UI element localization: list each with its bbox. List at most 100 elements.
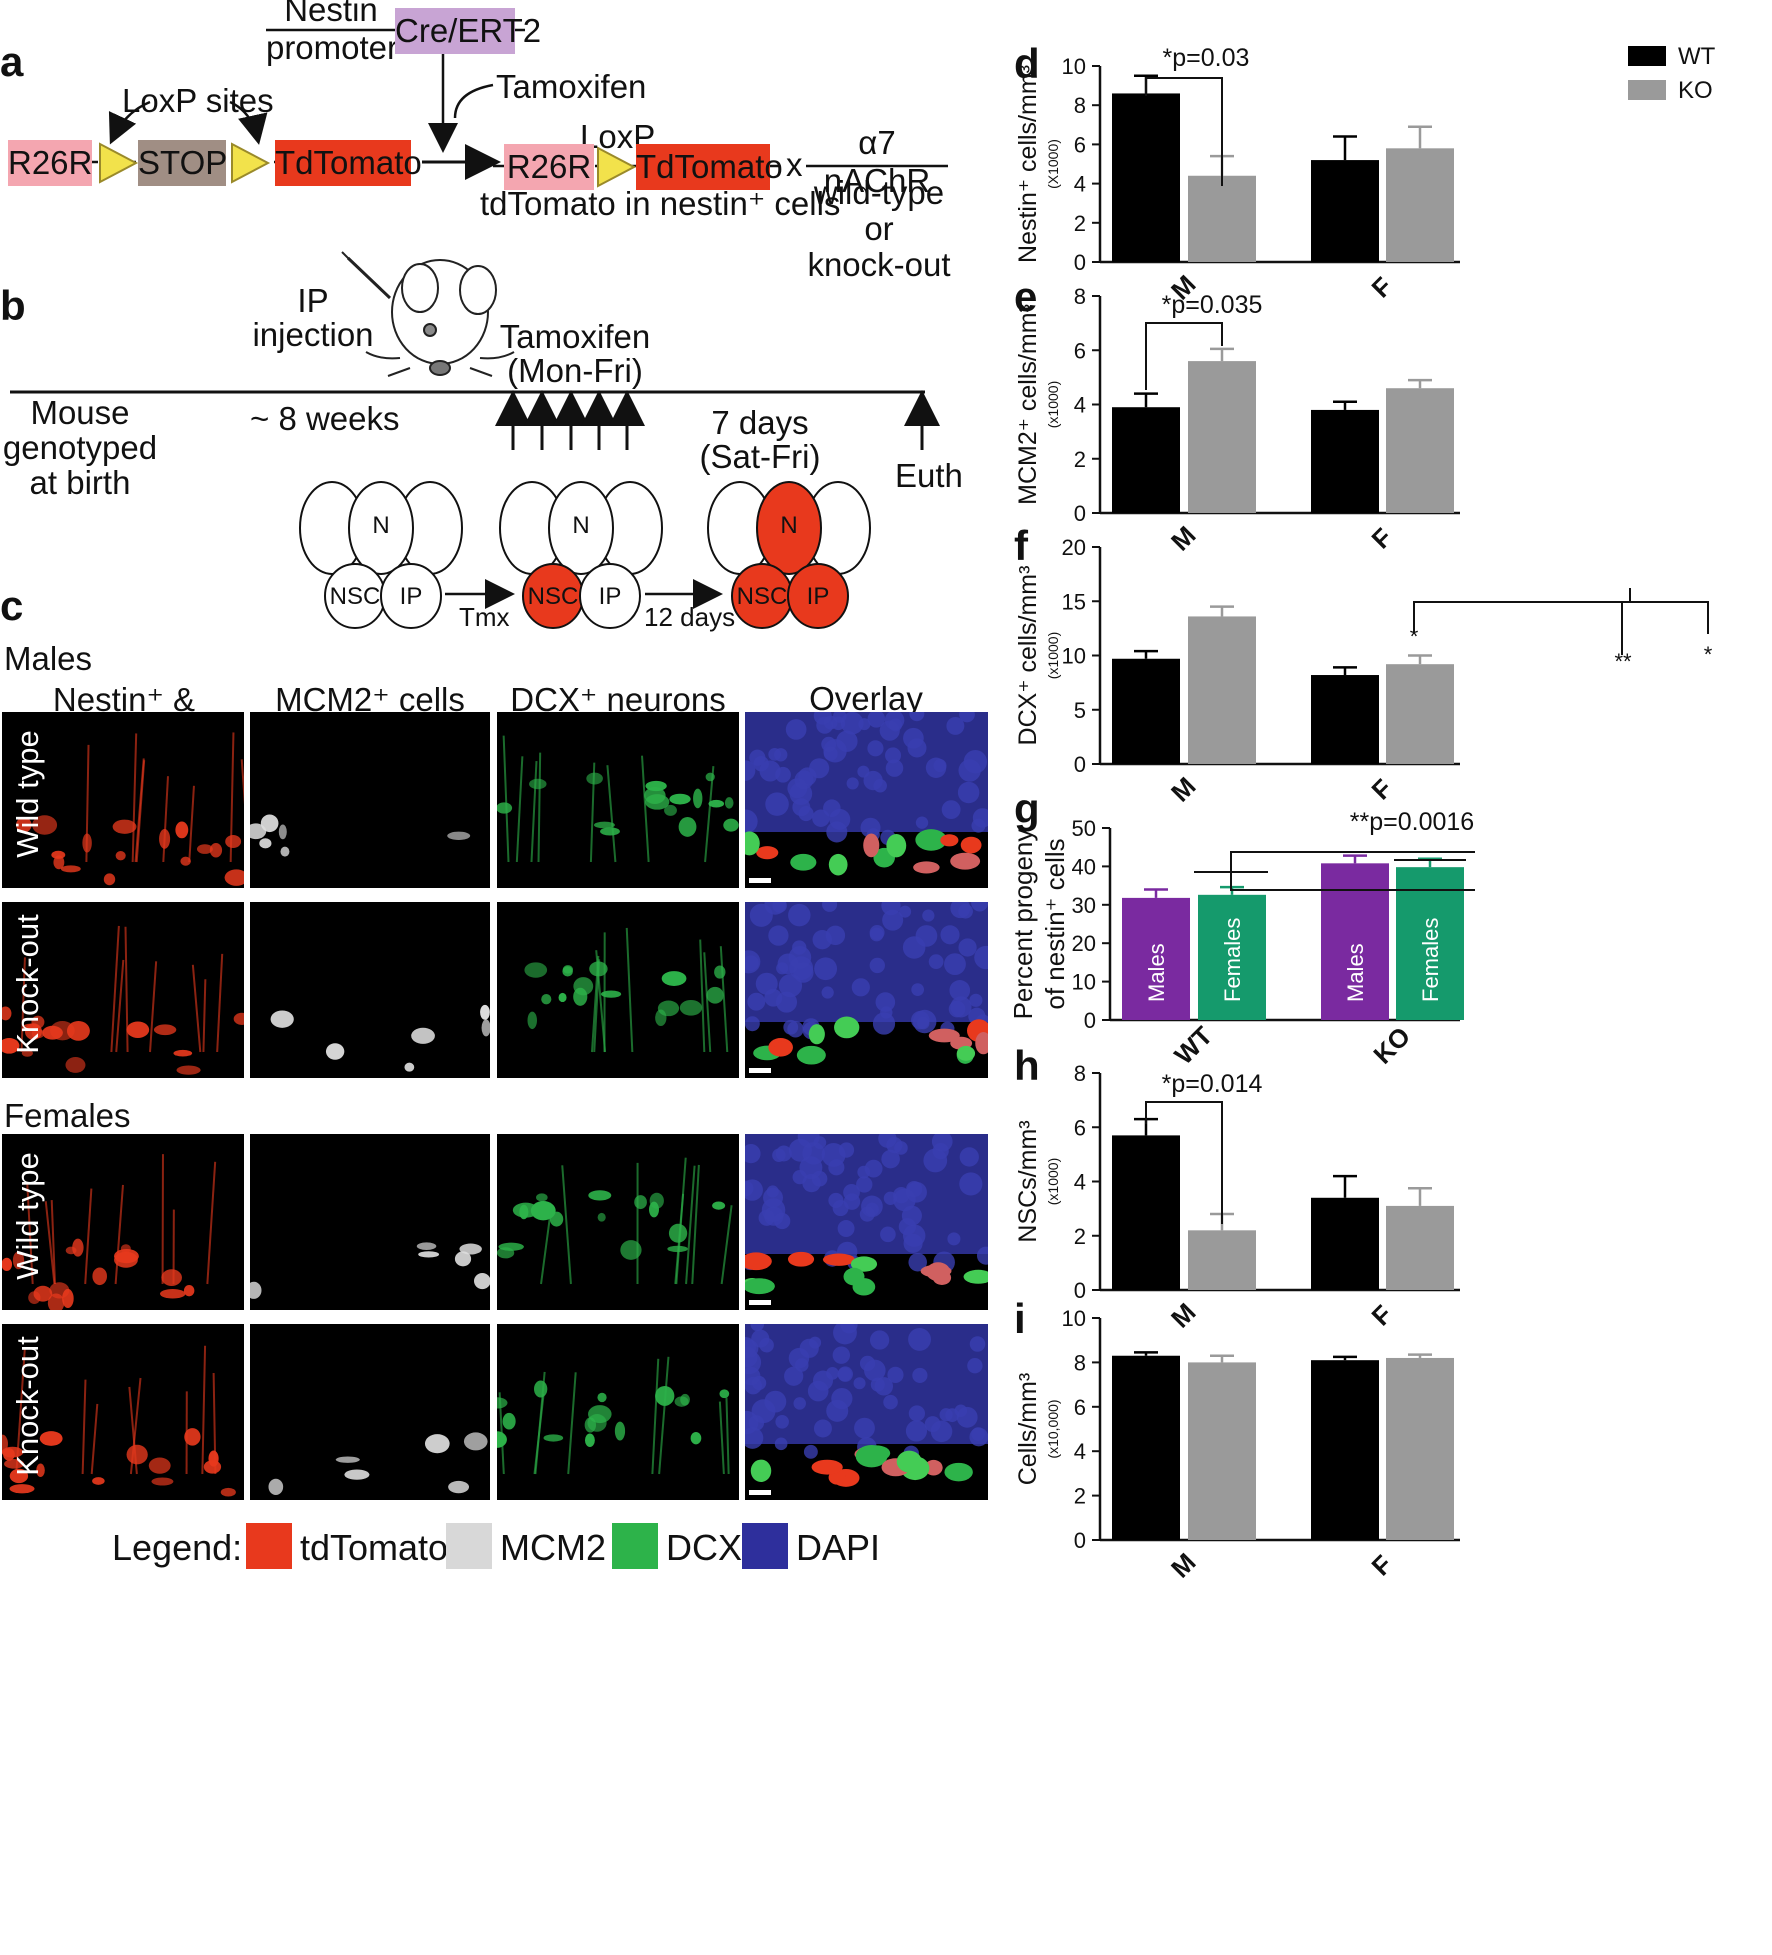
panel-label-g: g [1014, 785, 1040, 832]
promoter-label: promoter [265, 29, 399, 66]
chart-e-bar-M-KO [1188, 361, 1256, 513]
chart-i-ylabel-sub: (x10,000) [1045, 1399, 1061, 1458]
injection-label: injection [252, 316, 374, 353]
chart-h-ytick-label-4: 4 [1074, 1170, 1086, 1195]
chart-e-ytick-label-2: 2 [1074, 447, 1086, 472]
r26r-box-1: R26R [8, 140, 92, 186]
r26r-box-2: R26R [504, 144, 594, 190]
chart-d-legend-label-KO: KO [1678, 77, 1713, 104]
chart-i-bar-F-KO [1386, 1357, 1454, 1540]
euth-label: Euth [895, 457, 963, 494]
chart-f-sig-m-wt: * [1410, 624, 1419, 649]
chart-d-ytick-label-2: 2 [1074, 211, 1086, 236]
chart-d-bar-F-KO [1386, 148, 1454, 262]
mouse-illustration [341, 251, 515, 377]
chart-i-bar-M-KO [1188, 1362, 1256, 1540]
chart-i-ytick-label-10: 10 [1062, 1306, 1086, 1331]
chart-h-ytick-label-0: 0 [1074, 1278, 1086, 1303]
micrograph-males-wt-green [497, 712, 739, 888]
mon-fri-label: (Mon-Fri) [507, 352, 643, 389]
tamoxifen-label-b: Tamoxifen [499, 318, 651, 355]
chart-g-ytick-label-40: 40 [1072, 854, 1096, 879]
legend-swatch-mcm2 [446, 1523, 492, 1569]
chart-g-ytick-label-10: 10 [1072, 970, 1096, 995]
chart-d-xlabel-F: F [1366, 271, 1398, 303]
chart-d-bar-F-WT [1311, 160, 1379, 262]
legend-swatch-tdtomato [246, 1523, 292, 1569]
micrograph-males-ko-green [497, 902, 739, 1078]
females-heading: Females [4, 1097, 131, 1134]
chart-g-xlabel-WT: WT [1168, 1020, 1218, 1070]
chart-g-xlabel-KO: KO [1367, 1021, 1416, 1070]
cross-symbol: x [786, 146, 803, 183]
chart-g-ytick-label-30: 30 [1072, 893, 1096, 918]
chart-i-ytick-label-0: 0 [1074, 1528, 1086, 1553]
legend-swatch-dapi [742, 1523, 788, 1569]
stop-box: STOP [138, 140, 227, 186]
chart-h-ytick-label-8: 8 [1074, 1061, 1086, 1086]
chart-d-ytick-label-4: 4 [1074, 172, 1086, 197]
chart-d-ytick-label-8: 8 [1074, 93, 1086, 118]
chart-i-xlabel-F: F [1366, 1549, 1398, 1581]
chart-e-ytick-label-4: 4 [1074, 393, 1086, 418]
loxp-triangle-2 [231, 142, 271, 184]
ip-label: IP [297, 282, 329, 319]
chart-h-xlabel-M: M [1165, 1297, 1202, 1334]
chart-g-bar-WT-Males [1122, 897, 1190, 1020]
micrograph-females-ko-overlay [745, 1324, 988, 1500]
chart-h-ytick-label-6: 6 [1074, 1115, 1086, 1140]
chart-e-ylabel-sub: (x1000) [1045, 381, 1061, 428]
chart-f-ytick-label-15: 15 [1062, 589, 1086, 614]
legend-title: Legend: [112, 1527, 243, 1568]
legend-label-mcm2: MCM2 [500, 1527, 606, 1568]
cell-group-12-days [707, 481, 871, 629]
chart-h-bar-F-KO [1386, 1205, 1454, 1290]
chart-f-ylabel-sub: (x1000) [1045, 632, 1061, 679]
chart-f-xlabel-M: M [1165, 771, 1202, 808]
chart-g-ylabel-2: of nestin⁺ cells [1040, 838, 1070, 1009]
result-label: tdTomato in nestin⁺ cells [480, 185, 841, 222]
chart-h-ylabel-sub: (x1000) [1045, 1158, 1061, 1205]
chart-e-ylabel: MCM2⁺ cells/mm³ [1014, 304, 1042, 505]
chart-d-ytick-label-0: 0 [1074, 250, 1086, 275]
chart-g-bar-label-WT-Females: Females [1220, 918, 1245, 1002]
legend-label-dapi: DAPI [796, 1527, 881, 1568]
chart-d-sig-bracket [1145, 77, 1223, 186]
genotype-or: or [864, 210, 894, 247]
chart-f-bar-M-KO [1188, 616, 1256, 764]
cell-n-3: N [780, 512, 798, 539]
chart-g-sig-label: **p=0.0016 [1350, 808, 1474, 836]
tmx-label: Tmx [459, 602, 510, 632]
micrograph-females-wt-green [497, 1134, 739, 1310]
loxp-sites-label: LoxP sites [122, 82, 274, 119]
panel-label-e: e [1014, 273, 1038, 320]
chart-i-bar-F-WT [1311, 1360, 1379, 1540]
cell-nsc-3: NSC [736, 583, 788, 610]
genotype-knockout: knock-out [807, 246, 951, 283]
chart-f-sig-f-wt: ** [1614, 649, 1632, 674]
chart-f-bar-F-KO [1386, 664, 1454, 764]
chart-e-ytick-label-6: 6 [1074, 338, 1086, 363]
col-mcm2-heading: MCM2⁺ cells [275, 681, 465, 718]
chart-g-bar-label-KO-Females: Females [1418, 918, 1443, 1002]
cell-group-tmx [499, 481, 663, 629]
chart-e-xlabel-M: M [1165, 520, 1202, 557]
legend-swatch-dcx [612, 1523, 658, 1569]
chart-i-ylabel: Cells/mm³ [1014, 1373, 1042, 1486]
loxp-triangle-3 [597, 146, 637, 188]
cell-n-1: N [372, 512, 390, 539]
chart-g-ylabel-1: Percent progeny [1008, 829, 1038, 1020]
legend-label-dcx: DCX [666, 1527, 743, 1568]
chart-d-legend-swatch-KO [1628, 80, 1666, 100]
chart-h-bar-F-WT [1311, 1197, 1379, 1290]
chart-f-ytick-label-20: 20 [1062, 535, 1086, 560]
legend-label-tdtomato: tdTomato [300, 1527, 449, 1568]
chart-e-ytick-label-0: 0 [1074, 501, 1086, 526]
micrograph-males-wt-red: Wild type [2, 712, 244, 888]
chart-g-bar-label-WT-Males: Males [1144, 943, 1169, 1002]
chart-h-sig-label: *p=0.014 [1162, 1070, 1263, 1098]
chart-d-bar-M-WT [1112, 93, 1180, 262]
chart-e-sig-bracket [1145, 322, 1223, 390]
micrograph-females-ko-green [497, 1324, 739, 1500]
